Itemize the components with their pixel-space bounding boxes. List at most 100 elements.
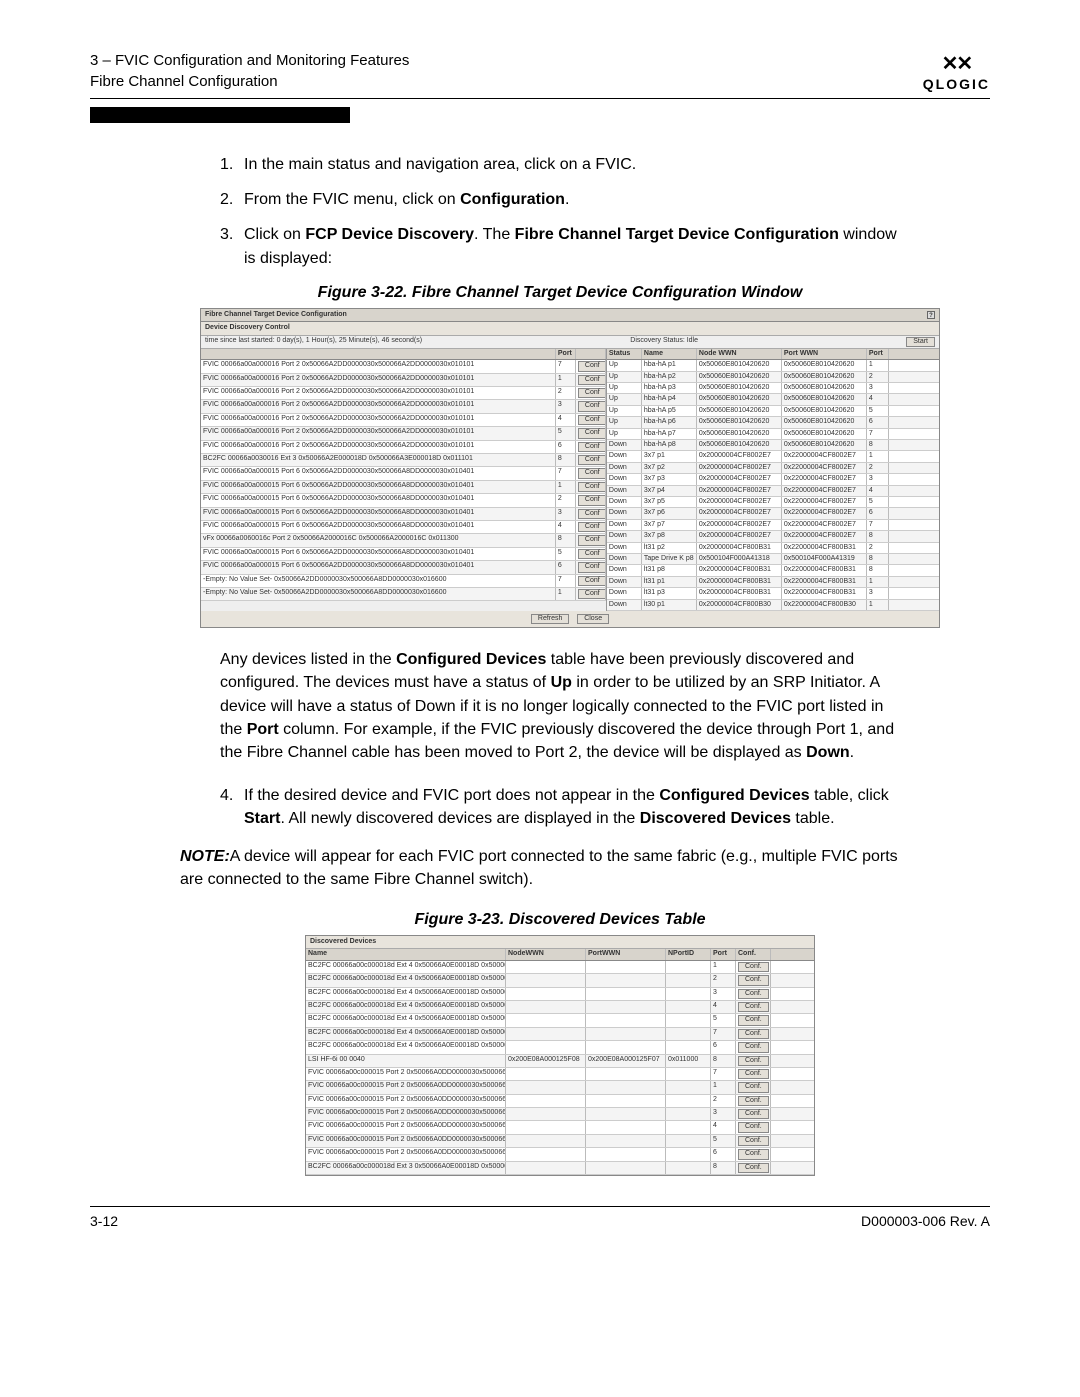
conf-button[interactable]: Conf [578, 509, 606, 519]
conf-button[interactable]: Conf. [738, 1082, 769, 1092]
conf-button[interactable]: Conf. [738, 1122, 769, 1132]
table-row: BC2FC 00066a00c000018d Ext 4 0x50066A0E0… [306, 1014, 814, 1027]
figure-23-table: Discovered Devices NameNodeWWNPortWWNNPo… [305, 935, 815, 1176]
table-row: DownTape Drive K p80x500104F000A413180x5… [607, 554, 939, 565]
figure-22-window: Fibre Channel Target Device Configuratio… [200, 308, 940, 629]
table-row: Uphba-hA p50x50060E80104206200x50060E801… [607, 406, 939, 417]
fig1-title: Fibre Channel Target Device Configuratio… [205, 311, 347, 319]
table-row: LSI HF-6i 00 00400x200E08A000125F080x200… [306, 1055, 814, 1068]
logo-text: QLOGIC [923, 76, 990, 92]
conf-button[interactable]: Conf. [738, 1015, 769, 1025]
conf-button[interactable]: Conf. [738, 1149, 769, 1159]
conf-button[interactable]: Conf [578, 361, 606, 371]
table-row: BC2FC 00066a0030016 Ext 3 0x50066A2E0000… [201, 454, 606, 467]
table-row: FVIC 00066a00a000015 Port 6 0x50066A2DD0… [201, 548, 606, 561]
conf-button[interactable]: Conf. [738, 1056, 769, 1066]
table-row: FVIC 00066a00a000016 Port 2 0x50066A2DD0… [201, 400, 606, 413]
conf-button[interactable]: Conf [578, 468, 606, 478]
table-row: BC2FC 00066a00c000018d Ext 3 0x50066A0E0… [306, 1162, 814, 1175]
table-row: FVIC 00066a00c000015 Port 2 0x50066A0DD0… [306, 1148, 814, 1161]
qlogic-logo: ✕✕ QLOGIC [923, 51, 990, 92]
doc-rev: D000003-006 Rev. A [861, 1213, 990, 1229]
paragraph-1: Any devices listed in the Configured Dev… [220, 648, 900, 764]
page-header: 3 – FVIC Configuration and Monitoring Fe… [90, 50, 990, 99]
table-row: FVIC 00066a00a000015 Port 6 0x50066A2DD0… [201, 481, 606, 494]
table-row: FVIC 00066a00a000016 Port 2 0x50066A2DD0… [201, 427, 606, 440]
table-row: Downlt31 p80x20000004CF800B310x22000004C… [607, 565, 939, 576]
conf-button[interactable]: Conf. [738, 1002, 769, 1012]
conf-button[interactable]: Conf. [738, 975, 769, 985]
table-row: FVIC 00066a00a000016 Port 2 0x50066A2DD0… [201, 441, 606, 454]
status-table: StatusNameNode WWNPort WWNPortUphba-hA p… [607, 349, 939, 611]
conf-button[interactable]: Conf [578, 549, 606, 559]
table-row: FVIC 00066a00c000015 Port 2 0x50066A0DD0… [306, 1135, 814, 1148]
page-footer: 3-12 D000003-006 Rev. A [90, 1206, 990, 1229]
table-row: -Empty: No Value Set- 0x50066A2DD0000030… [201, 575, 606, 588]
conf-button[interactable]: Conf. [738, 1096, 769, 1106]
conf-button[interactable]: Conf [578, 455, 606, 465]
table-row: Down3x7 p70x20000004CF8002E70x22000004CF… [607, 520, 939, 531]
page-number: 3-12 [90, 1213, 118, 1229]
conf-button[interactable]: Conf. [738, 1163, 769, 1173]
fig1-time-since: time since last started: 0 day(s), 1 Hou… [205, 337, 422, 347]
refresh-button[interactable]: Refresh [531, 614, 570, 624]
table-row: FVIC 00066a00c000015 Port 2 0x50066A0DD0… [306, 1121, 814, 1134]
note: NOTE:A device will appear for each FVIC … [180, 845, 900, 891]
table-row: Downlt31 p10x20000004CF800B310x22000004C… [607, 577, 939, 588]
fig1-discovery-status: Discovery Status: Idle [630, 337, 698, 347]
table-row: FVIC 00066a00c000015 Port 2 0x50066A0DD0… [306, 1108, 814, 1121]
start-button[interactable]: Start [906, 337, 935, 347]
close-button[interactable]: Close [577, 614, 609, 624]
table-row: BC2FC 00066a00c000018d Ext 4 0x50066A0E0… [306, 988, 814, 1001]
conf-button[interactable]: Conf. [738, 1136, 769, 1146]
conf-button[interactable]: Conf [578, 495, 606, 505]
table-row: Uphba-hA p30x50060E80104206200x50060E801… [607, 383, 939, 394]
conf-button[interactable]: Conf. [738, 1029, 769, 1039]
table-row: Down3x7 p10x20000004CF8002E70x22000004CF… [607, 451, 939, 462]
table-row: Uphba-hA p40x50060E80104206200x50060E801… [607, 394, 939, 405]
table-row: FVIC 00066a00c000015 Port 2 0x50066A0DD0… [306, 1095, 814, 1108]
step-3: Click on FCP Device Discovery. The Fibre… [244, 223, 900, 269]
fig1-subtitle: Device Discovery Control [201, 322, 939, 335]
conf-button[interactable]: Conf. [738, 1042, 769, 1052]
step-2: From the FVIC menu, click on Configurati… [244, 188, 900, 211]
conf-button[interactable]: Conf [578, 576, 606, 586]
conf-button[interactable]: Conf [578, 388, 606, 398]
table-row: FVIC 00066a00a000016 Port 2 0x50066A2DD0… [201, 374, 606, 387]
table-row: Uphba-hA p60x50060E80104206200x50060E801… [607, 417, 939, 428]
conf-button[interactable]: Conf. [738, 989, 769, 999]
table-row: Downlt30 p10x20000004CF800B300x22000004C… [607, 600, 939, 611]
conf-button[interactable]: Conf [578, 428, 606, 438]
conf-button[interactable]: Conf [578, 562, 606, 572]
table-row: Uphba-hA p10x50060E80104206200x50060E801… [607, 360, 939, 371]
conf-button[interactable]: Conf. [738, 1069, 769, 1079]
table-row: BC2FC 00066a00c000018d Ext 4 0x50066A0E0… [306, 974, 814, 987]
conf-button[interactable]: Conf [578, 522, 606, 532]
conf-button[interactable]: Conf [578, 415, 606, 425]
conf-button[interactable]: Conf [578, 375, 606, 385]
conf-button[interactable]: Conf [578, 442, 606, 452]
conf-button[interactable]: Conf [578, 401, 606, 411]
conf-button[interactable]: Conf [578, 589, 606, 599]
conf-button[interactable]: Conf. [738, 962, 769, 972]
fig2-title: Discovered Devices [306, 936, 814, 949]
table-row: Downlt31 p30x20000004CF800B310x22000004C… [607, 588, 939, 599]
table-row: FVIC 00066a00a000016 Port 2 0x50066A2DD0… [201, 360, 606, 373]
table-row: FVIC 00066a00a000015 Port 6 0x50066A2DD0… [201, 508, 606, 521]
table-row: Down3x7 p50x20000004CF8002E70x22000004CF… [607, 497, 939, 508]
table-row: FVIC 00066a00c000015 Port 2 0x50066A0DD0… [306, 1081, 814, 1094]
table-row: BC2FC 00066a00c000018d Ext 4 0x50066A0E0… [306, 1028, 814, 1041]
table-row: FVIC 00066a00a000016 Port 2 0x50066A2DD0… [201, 414, 606, 427]
header-line1: 3 – FVIC Configuration and Monitoring Fe… [90, 50, 409, 71]
table-row: Uphba-hA p20x50060E80104206200x50060E801… [607, 372, 939, 383]
table-row: FVIC 00066a00a000016 Port 2 0x50066A2DD0… [201, 387, 606, 400]
table-row: FVIC 00066a00a000015 Port 6 0x50066A2DD0… [201, 467, 606, 480]
table-row: BC2FC 00066a00c000018d Ext 4 0x50066A0E0… [306, 1001, 814, 1014]
conf-button[interactable]: Conf [578, 482, 606, 492]
conf-button[interactable]: Conf [578, 535, 606, 545]
table-row: Down3x7 p80x20000004CF8002E70x22000004CF… [607, 531, 939, 542]
conf-button[interactable]: Conf. [738, 1109, 769, 1119]
help-icon[interactable]: ? [927, 311, 935, 319]
logo-mark-icon: ✕✕ [923, 51, 990, 76]
configured-devices-table: PortFVIC 00066a00a000016 Port 2 0x50066A… [201, 349, 607, 611]
